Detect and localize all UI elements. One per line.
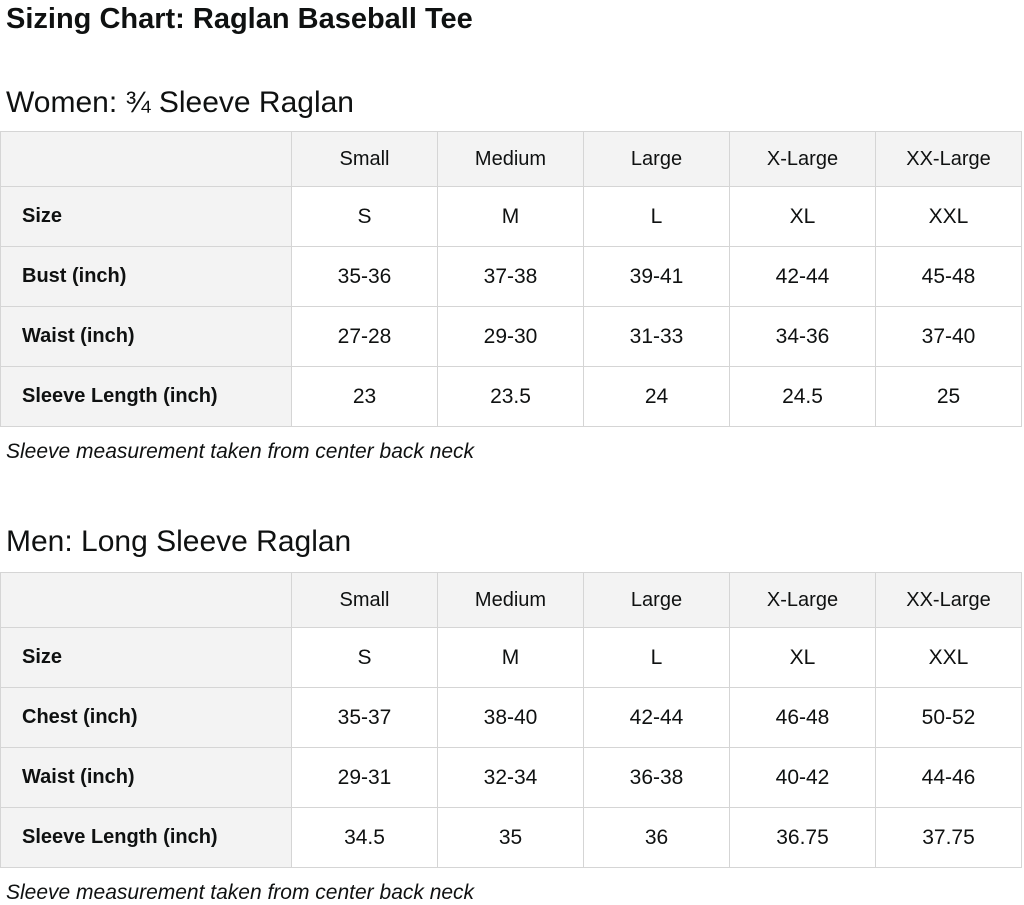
table-cell: L xyxy=(583,186,730,247)
table-row-size: Size S M L XL XXL xyxy=(0,627,1022,688)
table-row-chest: Chest (inch) 35-37 38-40 42-44 46-48 50-… xyxy=(0,687,1022,748)
table-cell: 39-41 xyxy=(583,246,730,307)
table-cell: 40-42 xyxy=(729,747,876,808)
table-row-sleeve-length: Sleeve Length (inch) 23 23.5 24 24.5 25 xyxy=(0,366,1022,427)
column-header-xxlarge: XX-Large xyxy=(875,572,1022,628)
section-heading-women: Women: ¾ Sleeve Raglan xyxy=(6,86,354,119)
table-cell: 42-44 xyxy=(583,687,730,748)
table-cell: 36.75 xyxy=(729,807,876,868)
table-cell: 35 xyxy=(437,807,584,868)
row-label: Chest (inch) xyxy=(0,687,292,748)
table-row-bust: Bust (inch) 35-36 37-38 39-41 42-44 45-4… xyxy=(0,246,1022,307)
table-cell: 34.5 xyxy=(291,807,438,868)
table-cell: 46-48 xyxy=(729,687,876,748)
table-cell: 32-34 xyxy=(437,747,584,808)
table-cell: 50-52 xyxy=(875,687,1022,748)
table-cell: M xyxy=(437,627,584,688)
table-cell: 35-36 xyxy=(291,246,438,307)
column-header-small: Small xyxy=(291,572,438,628)
column-header-xxlarge: XX-Large xyxy=(875,131,1022,187)
column-header-xlarge: X-Large xyxy=(729,572,876,628)
page-title: Sizing Chart: Raglan Baseball Tee xyxy=(6,3,473,35)
table-cell: S xyxy=(291,627,438,688)
table-cell: 37-40 xyxy=(875,306,1022,367)
table-cell: XXL xyxy=(875,627,1022,688)
table-cell: 45-48 xyxy=(875,246,1022,307)
table-row-waist: Waist (inch) 27-28 29-30 31-33 34-36 37-… xyxy=(0,306,1022,367)
women-sizing-table: Small Medium Large X-Large XX-Large Size… xyxy=(0,131,1022,427)
table-cell: 37.75 xyxy=(875,807,1022,868)
column-header-small: Small xyxy=(291,131,438,187)
table-cell: 36-38 xyxy=(583,747,730,808)
table-cell: 27-28 xyxy=(291,306,438,367)
column-header-medium: Medium xyxy=(437,131,584,187)
table-cell: 37-38 xyxy=(437,246,584,307)
table-cell: S xyxy=(291,186,438,247)
row-label: Sleeve Length (inch) xyxy=(0,366,292,427)
sleeve-measurement-note: Sleeve measurement taken from center bac… xyxy=(6,881,475,904)
row-label: Waist (inch) xyxy=(0,747,292,808)
table-cell: XL xyxy=(729,627,876,688)
table-cell: XL xyxy=(729,186,876,247)
row-label: Bust (inch) xyxy=(0,246,292,307)
table-cell: 23.5 xyxy=(437,366,584,427)
table-cell: 25 xyxy=(875,366,1022,427)
column-header-medium: Medium xyxy=(437,572,584,628)
sleeve-measurement-note: Sleeve measurement taken from center bac… xyxy=(6,440,475,463)
table-row-waist: Waist (inch) 29-31 32-34 36-38 40-42 44-… xyxy=(0,747,1022,808)
table-row-sleeve-length: Sleeve Length (inch) 34.5 35 36 36.75 37… xyxy=(0,807,1022,868)
men-sizing-table: Small Medium Large X-Large XX-Large Size… xyxy=(0,572,1022,868)
men-header-row: Small Medium Large X-Large XX-Large xyxy=(0,572,1022,628)
table-cell: 35-37 xyxy=(291,687,438,748)
row-label: Waist (inch) xyxy=(0,306,292,367)
table-cell: XXL xyxy=(875,186,1022,247)
column-header-large: Large xyxy=(583,131,730,187)
table-cell: 31-33 xyxy=(583,306,730,367)
row-label: Size xyxy=(0,627,292,688)
section-heading-men: Men: Long Sleeve Raglan xyxy=(6,525,352,558)
row-label: Size xyxy=(0,186,292,247)
row-label: Sleeve Length (inch) xyxy=(0,807,292,868)
table-cell: M xyxy=(437,186,584,247)
column-header-xlarge: X-Large xyxy=(729,131,876,187)
corner-cell xyxy=(0,572,292,628)
table-cell: 44-46 xyxy=(875,747,1022,808)
table-row-size: Size S M L XL XXL xyxy=(0,186,1022,247)
women-header-row: Small Medium Large X-Large XX-Large xyxy=(0,131,1022,187)
table-cell: 23 xyxy=(291,366,438,427)
table-cell: 42-44 xyxy=(729,246,876,307)
table-cell: 24.5 xyxy=(729,366,876,427)
corner-cell xyxy=(0,131,292,187)
table-cell: 29-31 xyxy=(291,747,438,808)
table-cell: 34-36 xyxy=(729,306,876,367)
table-cell: 36 xyxy=(583,807,730,868)
table-cell: L xyxy=(583,627,730,688)
column-header-large: Large xyxy=(583,572,730,628)
table-cell: 38-40 xyxy=(437,687,584,748)
table-cell: 29-30 xyxy=(437,306,584,367)
table-cell: 24 xyxy=(583,366,730,427)
